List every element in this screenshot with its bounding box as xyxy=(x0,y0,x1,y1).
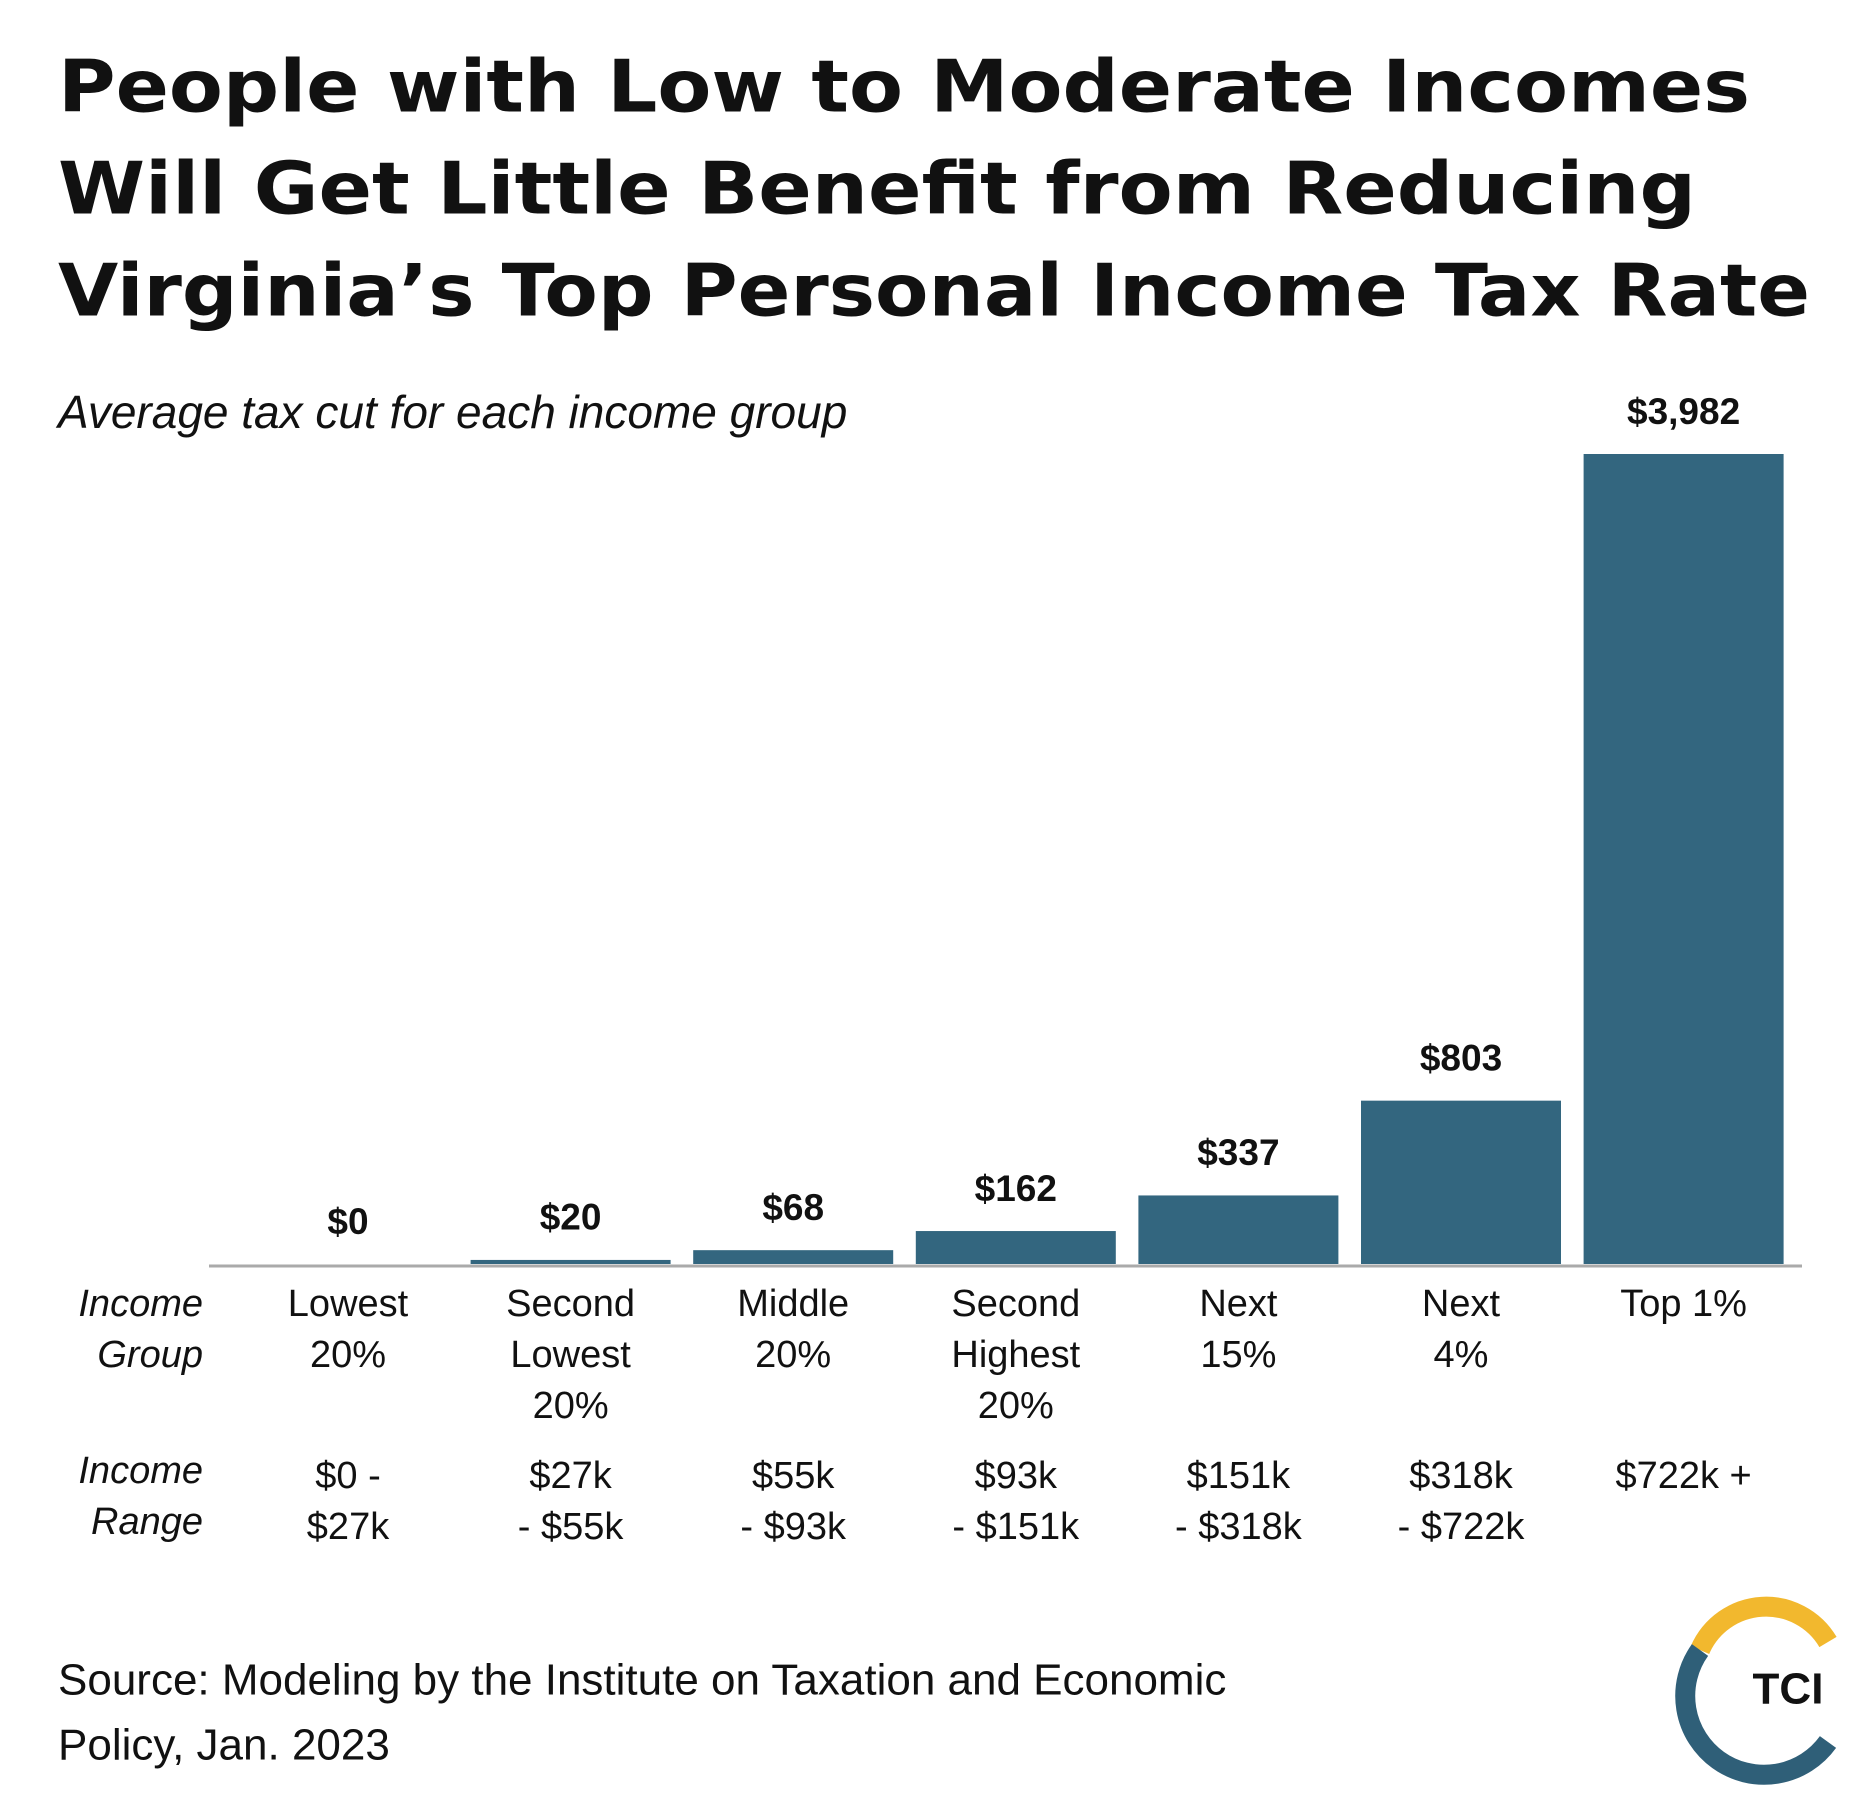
source: Policy, Jan. 2023 xyxy=(58,1721,390,1770)
income-range: - $318k xyxy=(1175,1506,1303,1548)
x-tick-label: 4% xyxy=(1434,1334,1489,1376)
logo-arc xyxy=(1690,1596,1837,1655)
value-label: $20 xyxy=(540,1197,602,1238)
income-range: $93k xyxy=(975,1455,1058,1497)
x-tick-label: Second xyxy=(506,1283,635,1325)
x-tick-label: Next xyxy=(1199,1283,1278,1325)
income-range: $27k xyxy=(307,1506,390,1548)
income-range: $722k + xyxy=(1615,1455,1751,1497)
bar xyxy=(1361,1100,1561,1264)
income-range: - $722k xyxy=(1398,1506,1526,1548)
x-tick-label: 20% xyxy=(755,1334,831,1376)
income-range: $151k xyxy=(1187,1455,1292,1497)
row-label: Group xyxy=(97,1334,203,1376)
income-range: - $151k xyxy=(952,1506,1080,1548)
logo-arc xyxy=(1675,1644,1837,1785)
x-tick-label: Second xyxy=(951,1283,1080,1325)
value-label: $803 xyxy=(1420,1037,1502,1078)
value-label: $0 xyxy=(327,1201,368,1242)
x-tick-label: 20% xyxy=(978,1385,1054,1427)
bar xyxy=(693,1250,894,1264)
chart-subtitle: Average tax cut for each income group xyxy=(55,386,847,438)
x-tick-label: 15% xyxy=(1200,1334,1276,1376)
x-tick-label: Next xyxy=(1422,1283,1501,1325)
chart-title: Will Get Little Benefit from Reducing xyxy=(58,147,1696,231)
x-tick-label: Middle xyxy=(737,1283,849,1325)
x-tick-label: Top 1% xyxy=(1620,1283,1747,1325)
value-label: $68 xyxy=(762,1187,824,1228)
income-range: - $93k xyxy=(740,1506,847,1548)
x-tick-label: Highest xyxy=(951,1334,1080,1376)
chart-title: Virginia’s Top Personal Income Tax Rate xyxy=(58,249,1810,333)
x-tick-label: Lowest xyxy=(288,1283,409,1325)
income-range: - $55k xyxy=(518,1506,625,1548)
x-tick-label: 20% xyxy=(310,1334,386,1376)
income-range: $0 - xyxy=(315,1455,380,1497)
source: Source: Modeling by the Institute on Tax… xyxy=(58,1656,1226,1705)
value-label: $3,982 xyxy=(1627,391,1740,432)
bar xyxy=(915,1231,1116,1264)
bar xyxy=(1138,1195,1339,1264)
row-label: Income xyxy=(78,1283,203,1325)
income-range: $318k xyxy=(1409,1455,1514,1497)
logo-text: TCI xyxy=(1753,1665,1824,1714)
row-label: Income xyxy=(78,1450,203,1492)
row-label: Range xyxy=(91,1501,203,1543)
bar xyxy=(470,1259,671,1264)
value-label: $162 xyxy=(975,1168,1057,1209)
bar xyxy=(1583,454,1784,1264)
x-tick-label: Lowest xyxy=(510,1334,631,1376)
income-range: $55k xyxy=(752,1455,835,1497)
chart-title: People with Low to Moderate Incomes xyxy=(58,45,1750,129)
logo: TCI xyxy=(1675,1596,1837,1785)
x-tick-label: 20% xyxy=(533,1385,609,1427)
value-label: $337 xyxy=(1197,1132,1279,1173)
income-range: $27k xyxy=(529,1455,612,1497)
